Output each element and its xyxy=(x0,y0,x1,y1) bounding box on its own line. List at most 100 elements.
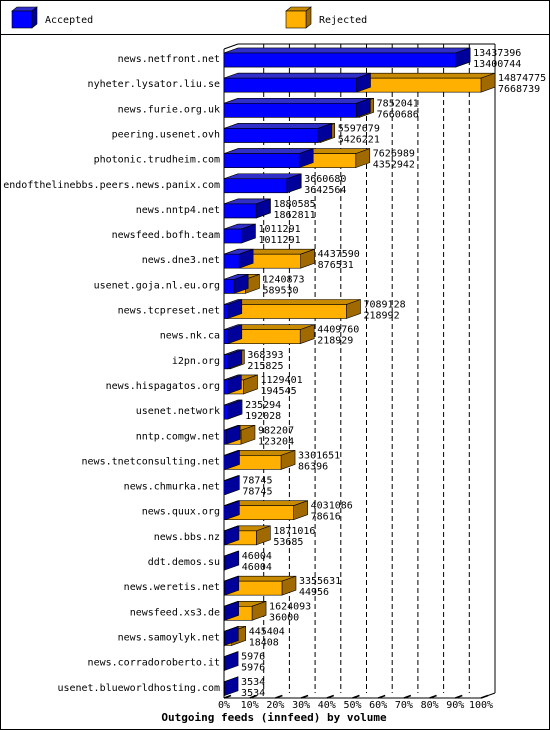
x-tick-label-3: 30% xyxy=(292,700,310,711)
value-accepted-news-netfront-net: 13437396 xyxy=(473,48,521,59)
value-accepted-news-hispagatos-org: 1129401 xyxy=(261,375,303,386)
y-axis-depth xyxy=(223,43,239,50)
bar-accepted-ddt-demos-su xyxy=(223,550,240,571)
value-rejected-newsfeed-xs3-de: 36000 xyxy=(269,612,299,623)
x-tick-mark-4 xyxy=(326,694,335,699)
value-accepted-news-corradoroberto-it: 5976 xyxy=(241,652,265,663)
bar-accepted-i2pn-org xyxy=(223,349,243,370)
value-rejected-news-samoylyk-net: 18408 xyxy=(249,637,279,648)
value-rejected-peering-usenet-ovh: 5426221 xyxy=(338,134,380,145)
bar-accepted-news-corradoroberto-it xyxy=(223,651,239,672)
bar-accepted-newsfeed-bofh-team xyxy=(223,223,256,244)
bar-rejected-news-tcpreset-net xyxy=(223,299,361,319)
x-tick-mark-0 xyxy=(223,694,232,699)
value-accepted-nntp-comgw-net: 982207 xyxy=(258,425,294,436)
bar-accepted-newsfeed-xs3-de xyxy=(223,600,239,621)
value-accepted-usenet-network: 235294 xyxy=(245,400,281,411)
x-tick-mark-7 xyxy=(403,694,412,699)
category-label-i2pn-org: i2pn.org xyxy=(172,356,220,367)
value-accepted-news-weretis-net: 3355631 xyxy=(299,576,341,587)
bar-accepted-news-weretis-net xyxy=(223,575,240,596)
bar-accepted-news-chmurka-net xyxy=(223,475,240,495)
value-rejected-news-quux-org: 78616 xyxy=(311,512,341,523)
category-label-news-tcpreset-net: news.tcpreset.net xyxy=(118,306,220,317)
x-tick-mark-2 xyxy=(275,694,283,699)
category-label-nntp-comgw-net: nntp.comgw.net xyxy=(136,431,220,442)
category-label-nyheter-lysator-liu-se: nyheter.lysator.liu.se xyxy=(88,79,220,90)
category-label-photonic-trudheim-com: photonic.trudheim.com xyxy=(94,155,220,166)
bar-accepted-news-nk-ca xyxy=(223,324,243,345)
value-accepted-newsfeed-bofh-team: 1011291 xyxy=(258,224,300,235)
category-label-news-samoylyk-net: news.samoylyk.net xyxy=(118,632,220,643)
value-rejected-newsfeed-bofh-team: 1011291 xyxy=(258,235,300,246)
value-rejected-news-chmurka-net: 78745 xyxy=(242,487,272,498)
value-rejected-photonic-trudheim-com: 4352942 xyxy=(373,160,415,171)
category-label-news-dne3-net: news.dne3.net xyxy=(142,255,220,266)
x-tick-mark-6 xyxy=(377,694,386,699)
x-tick-label-10: 100% xyxy=(469,700,493,711)
value-rejected-ddt-demos-su: 46004 xyxy=(242,562,272,573)
value-rejected-usenet-network: 192028 xyxy=(245,411,281,422)
value-accepted-news-samoylyk-net: 445404 xyxy=(249,626,285,637)
value-accepted-news-quux-org: 4031086 xyxy=(311,501,353,512)
value-rejected-nntp-comgw-net: 123204 xyxy=(258,436,294,447)
legend-swatch-accepted xyxy=(11,6,38,29)
x-tick-mark-1 xyxy=(249,694,257,699)
value-accepted-news-dne3-net: 4437590 xyxy=(318,249,360,260)
x-tick-mark-9 xyxy=(455,694,463,699)
value-accepted-photonic-trudheim-com: 7626989 xyxy=(373,149,415,160)
category-label-news-bbs-nz: news.bbs.nz xyxy=(154,532,220,543)
bar-accepted-news-bbs-nz xyxy=(223,525,240,546)
category-label-news-furie-org-uk: news.furie.org.uk xyxy=(118,104,220,115)
bar-rejected-news-quux-org xyxy=(223,500,308,521)
value-rejected-news-corradoroberto-it: 5976 xyxy=(241,663,265,674)
value-accepted-usenet-blueworldhosting-com: 3534 xyxy=(241,677,265,688)
value-accepted-peering-usenet-ovh: 5597679 xyxy=(338,123,380,134)
category-label-news-netfront-net: news.netfront.net xyxy=(118,54,220,65)
bar-accepted-nntp-comgw-net xyxy=(223,424,241,445)
category-label-news-hispagatos-org: news.hispagatos.org xyxy=(106,381,220,392)
category-label-peering-usenet-ovh: peering.usenet.ovh xyxy=(112,129,220,140)
category-label-news-quux-org: news.quux.org xyxy=(142,507,220,518)
x-tick-label-5: 50% xyxy=(343,700,361,711)
bar-accepted-peering-usenet-ovh xyxy=(223,123,333,143)
value-rejected-news-netfront-net: 13400744 xyxy=(473,59,521,70)
bar-rejected-news-nk-ca xyxy=(223,324,315,345)
x-tick-label-7: 70% xyxy=(395,700,413,711)
value-accepted-nyheter-lysator-liu-se: 14874775 xyxy=(498,73,546,84)
x-tick-mark-8 xyxy=(429,694,437,699)
x-tick-label-0: 0% xyxy=(218,700,230,711)
value-rejected-news-nntp4-net: 1862811 xyxy=(273,210,315,221)
value-rejected-news-nk-ca: 218929 xyxy=(317,336,353,347)
bar-accepted-news-dne3-net xyxy=(223,248,254,269)
category-label-news-tnetconsulting-net: news.tnetconsulting.net xyxy=(82,456,220,467)
bar-accepted-news-hispagatos-org xyxy=(223,374,242,395)
value-accepted-endofthelinebbs-peers-news-panix-com: 3660680 xyxy=(304,174,346,185)
value-accepted-i2pn-org: 368393 xyxy=(247,350,283,361)
x-tick-label-4: 40% xyxy=(318,700,336,711)
bar-accepted-endofthelinebbs-peers-news-panix-com xyxy=(223,173,302,194)
x-tick-mark-3 xyxy=(300,694,309,699)
category-label-endofthelinebbs-peers-news-panix-com: endofthelinebbs.peers.news.panix.com xyxy=(3,180,220,191)
value-accepted-news-chmurka-net: 78745 xyxy=(242,476,272,487)
value-rejected-news-bbs-nz: 53685 xyxy=(273,537,303,548)
category-label-newsfeed-xs3-de: newsfeed.xs3.de xyxy=(130,607,220,618)
x-tick-mark-10 xyxy=(480,694,489,699)
value-accepted-news-tnetconsulting-net: 3301651 xyxy=(298,450,340,461)
category-label-usenet-goja-nl-eu-org: usenet.goja.nl.eu.org xyxy=(94,280,220,291)
x-tick-label-1: 10% xyxy=(241,700,259,711)
category-label-usenet-blueworldhosting-com: usenet.blueworldhosting.com xyxy=(57,683,220,694)
value-rejected-news-furie-org-uk: 7660686 xyxy=(377,109,419,120)
value-rejected-usenet-blueworldhosting-com: 3534 xyxy=(241,688,265,699)
bar-accepted-usenet-blueworldhosting-com xyxy=(223,676,239,697)
bars xyxy=(223,47,496,697)
value-rejected-news-tcpreset-net: 218992 xyxy=(363,311,399,322)
category-label-news-corradoroberto-it: news.corradoroberto.it xyxy=(88,658,220,669)
category-label-news-nntp4-net: news.nntp4.net xyxy=(136,205,220,216)
category-label-usenet-network: usenet.network xyxy=(136,406,220,417)
value-accepted-news-bbs-nz: 1871016 xyxy=(273,526,315,537)
bar-accepted-news-netfront-net xyxy=(223,47,470,68)
legend-label-accepted: Accepted xyxy=(45,15,93,26)
bar-accepted-news-furie-org-uk xyxy=(223,97,371,118)
